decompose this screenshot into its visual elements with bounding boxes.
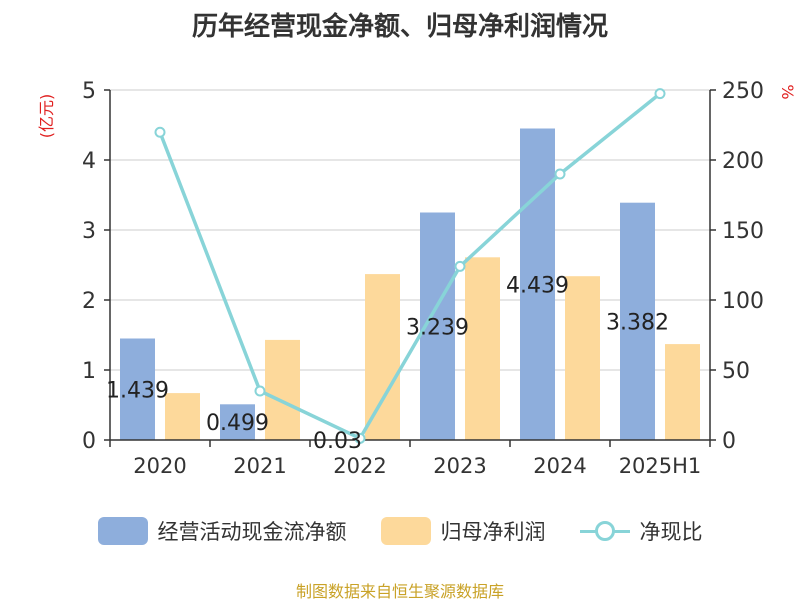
cashflow-bar [220, 404, 255, 440]
left-axis-label: (亿元) [37, 94, 56, 139]
right-tick-label: 250 [722, 79, 764, 104]
legend-item-profit[interactable]: 归母净利润 [380, 516, 546, 546]
ratio-point [654, 88, 666, 100]
profit-bar [665, 344, 700, 440]
cashflow-data-label: 1.439 [106, 378, 169, 403]
right-axis-label: % [778, 84, 797, 99]
right-tick-label: 0 [722, 429, 736, 454]
x-tick-label: 2025H1 [619, 454, 702, 478]
legend-swatch-profit [380, 517, 431, 545]
cashflow-bar [620, 202, 655, 440]
labels-layer: 1.439 0.499 0.03 3.239 4.439 3.382 [106, 273, 669, 454]
legend-label-cashflow: 经营活动现金流净额 [157, 520, 347, 544]
source-note: 制图数据来自恒生聚源数据库 [295, 582, 504, 601]
cashflow-bar [120, 338, 155, 440]
left-tick-label: 4 [82, 149, 96, 174]
ratio-point [254, 385, 266, 397]
cashflow-bar [520, 128, 555, 440]
right-tick-label: 50 [722, 359, 750, 384]
legend: 经营活动现金流净额 归母净利润 净现比 [0, 516, 800, 546]
profit-bar [165, 393, 200, 440]
right-tick-label: 200 [722, 149, 764, 174]
cashflow-data-label: 0.03 [313, 429, 362, 454]
left-tick-label: 2 [82, 289, 96, 314]
ratio-point [554, 168, 566, 180]
cashflow-data-label: 4.439 [506, 273, 569, 298]
legend-label-ratio: 净现比 [639, 520, 703, 544]
left-tick-label: 0 [82, 429, 96, 454]
cashflow-data-label: 3.382 [606, 310, 669, 335]
grid-layer [110, 89, 710, 371]
profit-bar [365, 274, 400, 440]
profit-bar [465, 257, 500, 440]
x-tick-label: 2022 [333, 454, 386, 478]
ratio-point [154, 126, 166, 138]
line-layer [154, 88, 666, 444]
left-tick-label: 1 [82, 359, 96, 384]
profit-bar [265, 339, 300, 440]
cashflow-data-label: 3.239 [406, 315, 469, 340]
x-tick-label: 2024 [533, 454, 586, 478]
legend-swatch-cashflow [97, 517, 148, 545]
x-tick-label: 2020 [133, 454, 186, 478]
left-tick-label: 3 [82, 219, 96, 244]
chart-title: 历年经营现金净额、归母净利润情况 [191, 12, 608, 42]
bars-layer [120, 128, 700, 440]
profit-bar [565, 276, 600, 440]
ratio-point [354, 432, 366, 444]
right-tick-label: 150 [722, 219, 764, 244]
ratio-line [158, 92, 662, 441]
legend-item-cashflow[interactable]: 经营活动现金流净额 [97, 516, 347, 546]
legend-swatch-ratio [579, 517, 630, 545]
ratio-point [454, 260, 466, 272]
legend-item-ratio[interactable]: 净现比 [579, 516, 703, 546]
x-tick-label: 2021 [233, 454, 286, 478]
right-tick-label: 100 [722, 289, 764, 314]
left-tick-label: 5 [82, 79, 96, 104]
cashflow-data-label: 0.499 [206, 411, 269, 436]
legend-label-profit: 归母净利润 [440, 520, 546, 544]
x-tick-label: 2023 [433, 454, 486, 478]
